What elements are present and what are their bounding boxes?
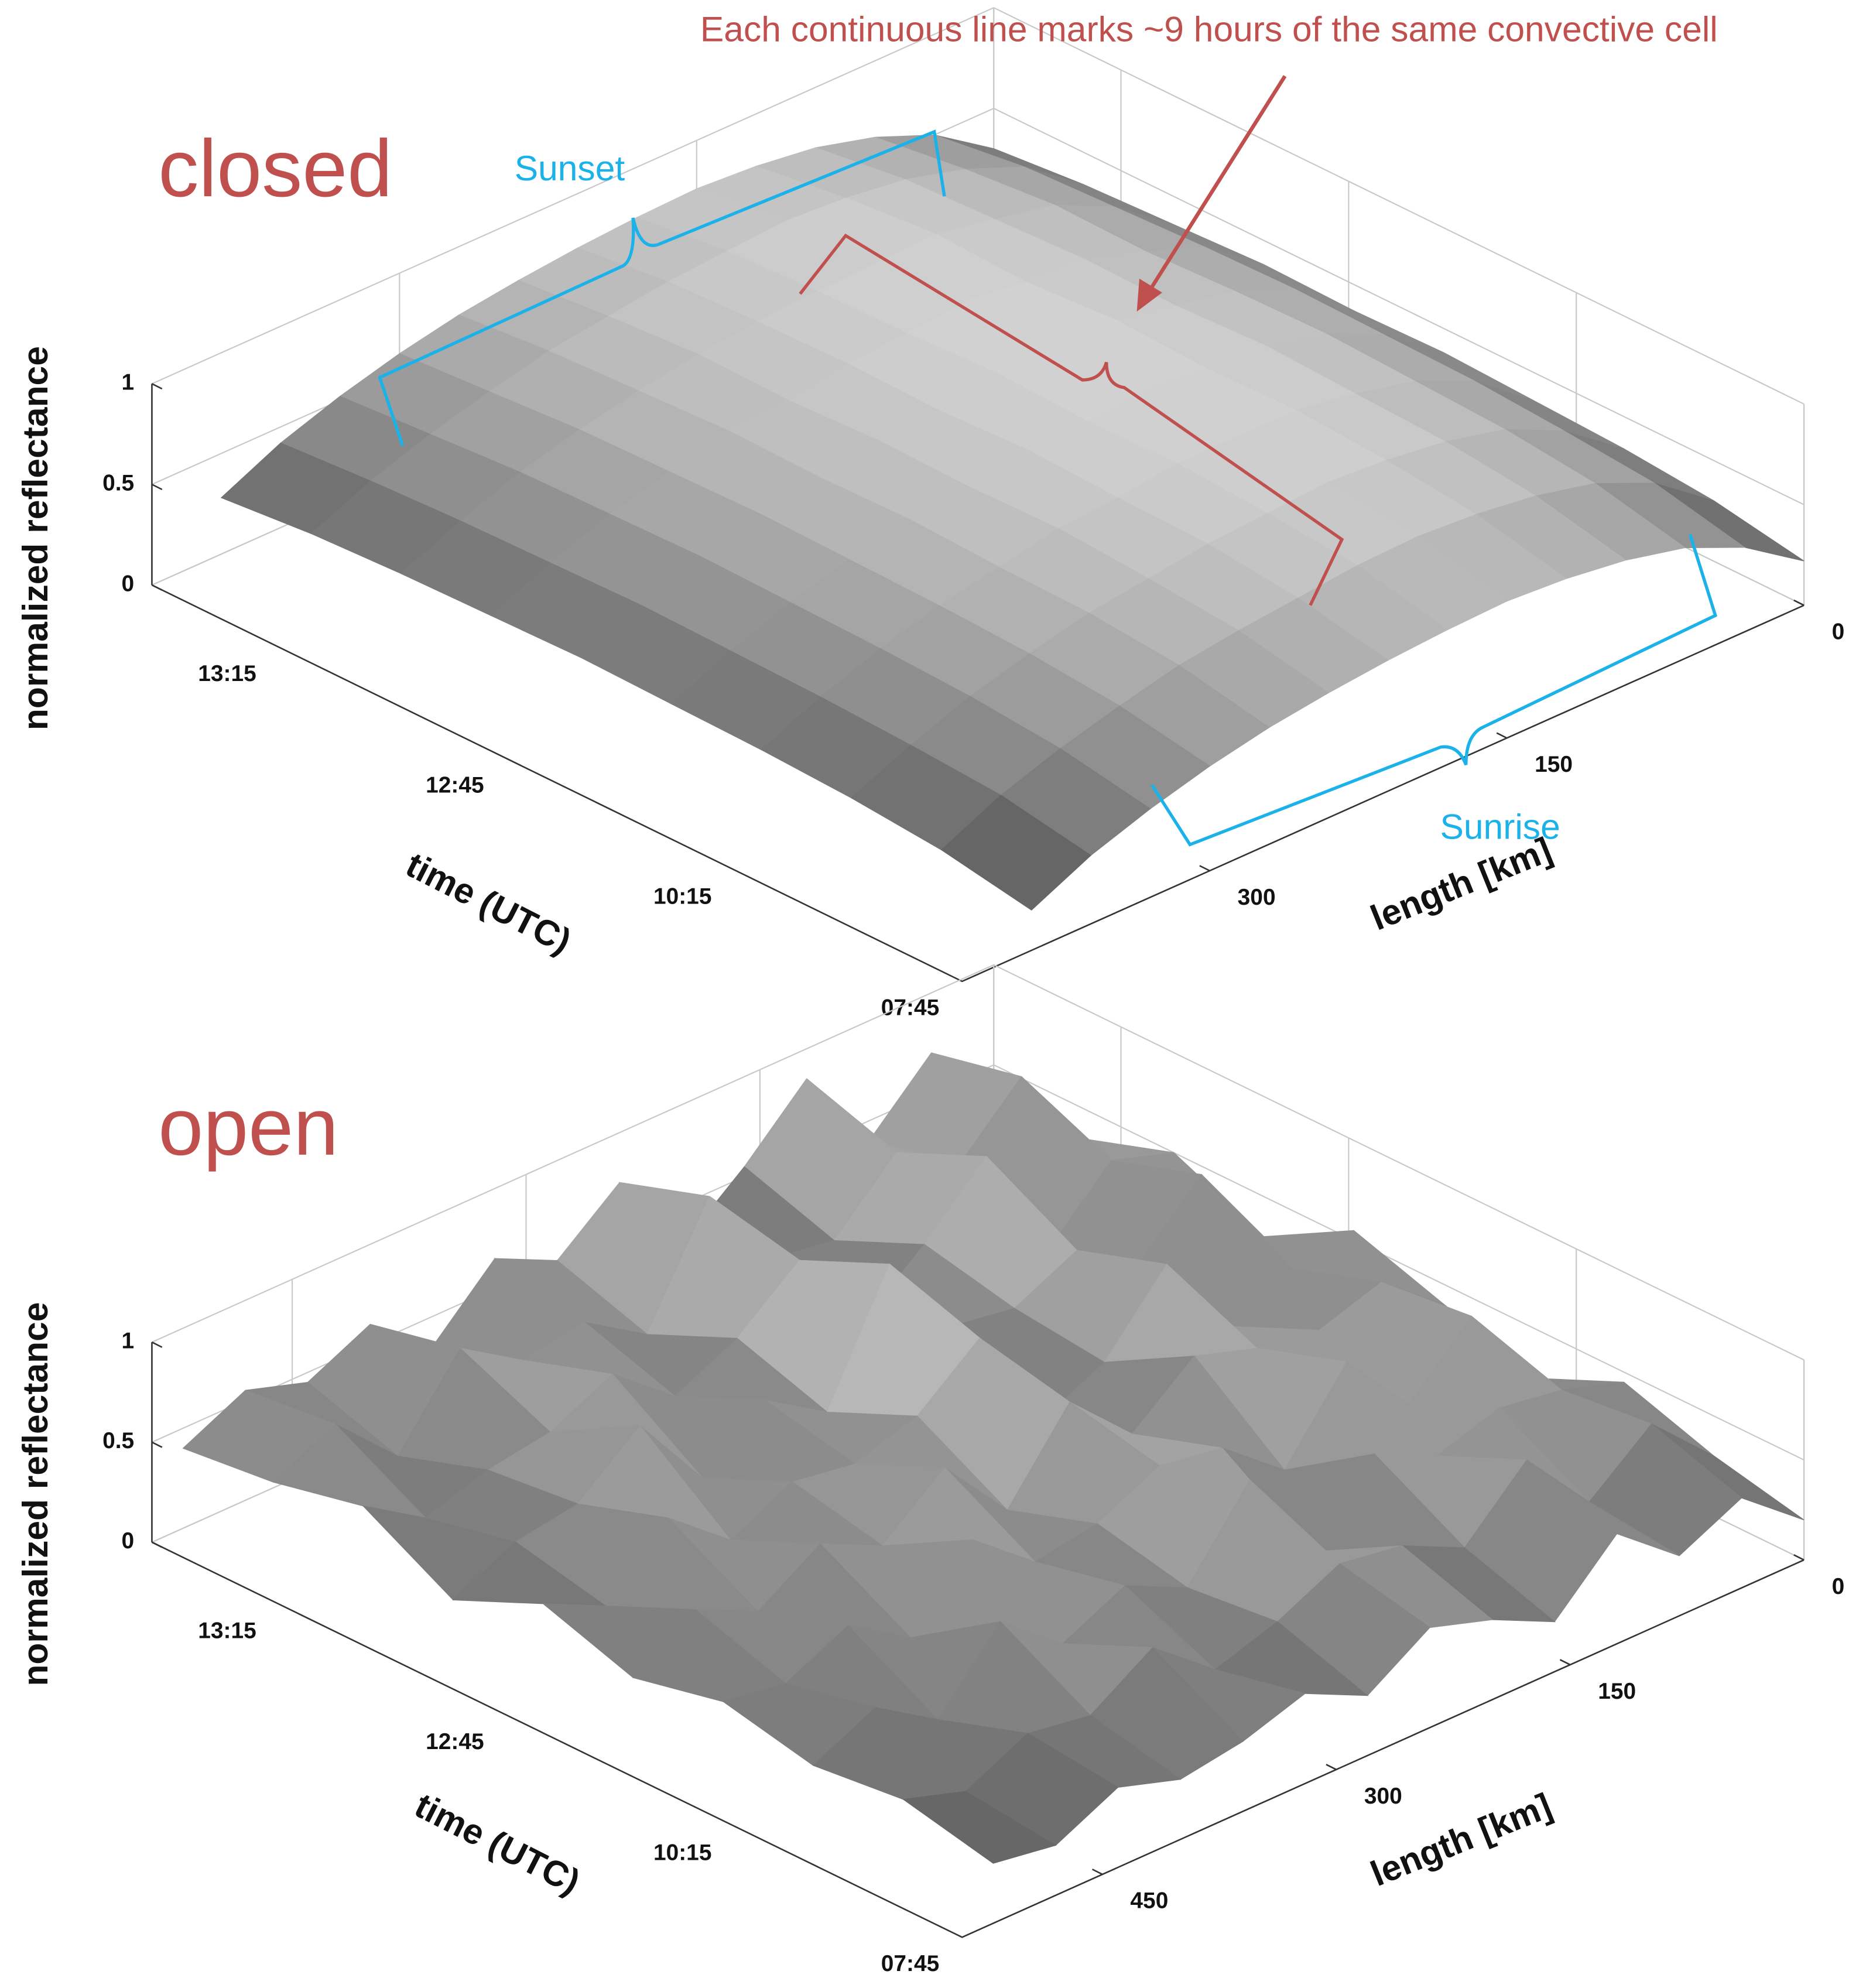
x-tick-label: 0	[1832, 1574, 1845, 1599]
annotation: Each continuous line marks ~9 hours of t…	[700, 9, 1718, 49]
annotation: Sunrise	[1440, 806, 1560, 846]
z-axis-title: normalized reflectance	[15, 1302, 55, 1686]
surface-plot: 0 0.5 1 13:15 12:45 10:15 07:45 0 150 300 normaliz…	[15, 6, 1845, 1021]
x-tick	[1559, 1659, 1571, 1666]
x-tick	[1496, 732, 1508, 739]
z-tick-label: 1	[122, 1328, 135, 1353]
z-tick	[151, 484, 163, 491]
z-tick	[151, 1541, 163, 1548]
time-tick-label: 13:15	[198, 661, 256, 686]
x-tick	[1793, 599, 1805, 606]
plots: 0 0.5 1 13:15 12:45 10:15 07:45 0 150 300 normaliz…	[15, 6, 1845, 1976]
annotation: Sunset	[515, 148, 625, 188]
annotation-shapes	[378, 75, 1717, 847]
x-tick	[1793, 1554, 1805, 1561]
floor-axes	[151, 584, 1805, 983]
z-tick-label: 1	[122, 370, 135, 395]
surface-cell	[902, 1791, 1057, 1864]
time-tick-label: 10:15	[653, 1840, 712, 1866]
x-tick	[1199, 865, 1210, 872]
surface-cell	[940, 795, 1092, 911]
time-axis-title: time (UTC)	[409, 1785, 587, 1902]
x-tick-label: 300	[1364, 1784, 1402, 1809]
panel-title: closed	[158, 124, 392, 214]
x-tick	[1091, 1869, 1103, 1876]
sunset-brace	[378, 129, 946, 447]
floor-axes	[151, 1541, 1805, 1938]
sunrise-brace	[1151, 533, 1717, 847]
time-tick-label: 12:45	[426, 1729, 484, 1754]
x-tick	[1326, 1764, 1337, 1771]
time-tick-label: 07:45	[881, 995, 940, 1021]
x-tick-label: 0	[1832, 620, 1845, 645]
z-tick	[151, 584, 163, 591]
z-tick	[151, 383, 163, 390]
x-tick-label: 150	[1535, 752, 1573, 777]
z-tick-label: 0	[122, 571, 135, 596]
arrow-head	[1136, 278, 1162, 312]
z-tick	[151, 1341, 163, 1348]
time-axis-title: time (UTC)	[400, 844, 578, 962]
panel-title: open	[158, 1082, 338, 1172]
z-tick-label: 0	[122, 1528, 135, 1554]
z-tick	[151, 1441, 163, 1448]
time-tick-label: 13:15	[198, 1618, 256, 1643]
z-axis-title: normalized reflectance	[15, 346, 55, 730]
time-tick-label: 07:45	[881, 1951, 940, 1976]
surface-plot: 0 0.5 1 13:15 12:45 10:15 07:45 0 150 300 450 norma…	[15, 964, 1845, 1976]
z-tick-label: 0.5	[102, 1428, 134, 1453]
x-tick-label: 450	[1130, 1888, 1168, 1914]
time-tick-label: 10:15	[653, 884, 712, 909]
z-tick-label: 0.5	[102, 471, 134, 496]
arrow-shaft	[1149, 75, 1287, 290]
cell-brace	[799, 233, 1344, 606]
x-tick-label: 300	[1238, 885, 1276, 910]
time-tick-label: 12:45	[426, 772, 484, 798]
x-tick-label: 150	[1598, 1679, 1636, 1704]
